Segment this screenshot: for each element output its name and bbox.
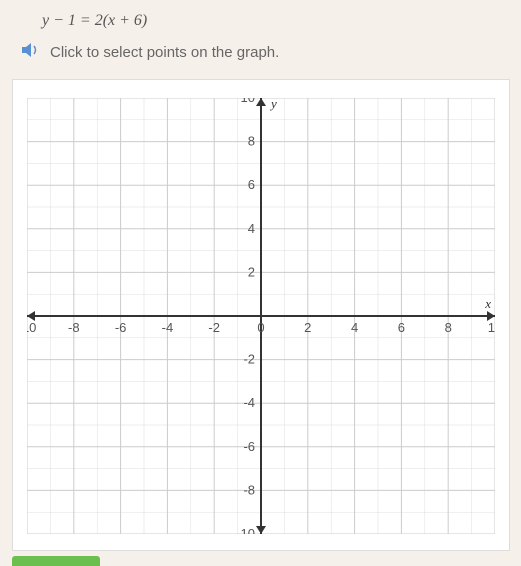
svg-text:8: 8 bbox=[248, 134, 255, 149]
svg-text:-10: -10 bbox=[27, 320, 36, 335]
svg-text:2: 2 bbox=[304, 320, 311, 335]
svg-text:x: x bbox=[484, 296, 491, 311]
svg-text:-8: -8 bbox=[243, 482, 255, 497]
instruction-text: Click to select points on the graph. bbox=[50, 44, 279, 61]
equation-text: y − 1 = 2(x + 6) bbox=[42, 12, 521, 30]
svg-text:6: 6 bbox=[398, 320, 405, 335]
svg-text:10: 10 bbox=[241, 98, 255, 105]
submit-button[interactable] bbox=[12, 556, 100, 566]
svg-text:-6: -6 bbox=[115, 320, 127, 335]
svg-text:10: 10 bbox=[488, 320, 495, 335]
instruction-row: Click to select points on the graph. bbox=[22, 42, 521, 63]
svg-text:8: 8 bbox=[445, 320, 452, 335]
svg-text:4: 4 bbox=[248, 221, 255, 236]
svg-text:-2: -2 bbox=[243, 352, 255, 367]
svg-text:4: 4 bbox=[351, 320, 358, 335]
grid-svg[interactable]: -10 -8 -6 -4 -2 0 2 4 6 8 10 2 4 6 8 10 -2 -4 -6 -8 -10 y x bbox=[27, 98, 495, 534]
svg-text:6: 6 bbox=[248, 177, 255, 192]
svg-text:2: 2 bbox=[248, 264, 255, 279]
audio-icon[interactable] bbox=[22, 42, 42, 63]
svg-text:-4: -4 bbox=[243, 395, 255, 410]
svg-text:-4: -4 bbox=[162, 320, 174, 335]
coordinate-plane[interactable]: -10 -8 -6 -4 -2 0 2 4 6 8 10 2 4 6 8 10 -2 -4 -6 -8 -10 y x bbox=[27, 98, 495, 534]
svg-text:-10: -10 bbox=[236, 526, 255, 534]
svg-text:-2: -2 bbox=[208, 320, 220, 335]
svg-text:0: 0 bbox=[257, 320, 264, 335]
svg-text:-8: -8 bbox=[68, 320, 80, 335]
svg-text:y: y bbox=[269, 98, 277, 111]
svg-text:-6: -6 bbox=[243, 439, 255, 454]
graph-container: -10 -8 -6 -4 -2 0 2 4 6 8 10 2 4 6 8 10 -2 -4 -6 -8 -10 y x bbox=[12, 79, 510, 551]
